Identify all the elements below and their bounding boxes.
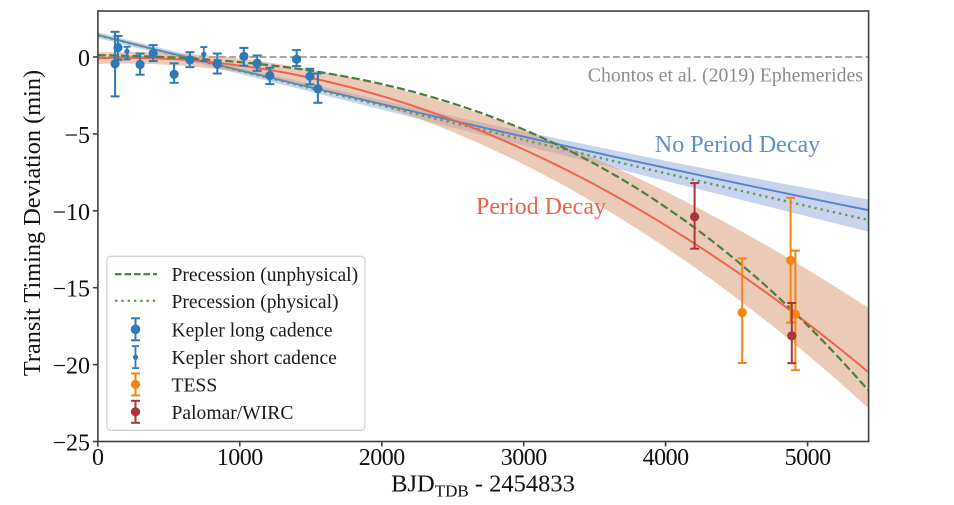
svg-text:−10: −10 (52, 200, 90, 226)
svg-text:4000: 4000 (643, 445, 690, 471)
svg-text:Palomar/WIRC: Palomar/WIRC (172, 403, 294, 424)
svg-text:Precession (physical): Precession (physical) (172, 292, 339, 313)
svg-text:2000: 2000 (359, 445, 406, 471)
svg-text:1000: 1000 (217, 445, 264, 471)
svg-text:−15: −15 (52, 277, 90, 303)
svg-text:Precession (unphysical): Precession (unphysical) (172, 265, 359, 286)
svg-text:5000: 5000 (785, 445, 832, 471)
svg-text:TESS: TESS (172, 375, 218, 396)
svg-text:3000: 3000 (501, 445, 548, 471)
svg-text:−20: −20 (52, 354, 90, 380)
svg-text:0: 0 (78, 46, 90, 72)
svg-text:0: 0 (92, 445, 104, 471)
svg-text:Transit Timing Deviation (min): Transit Timing Deviation (min) (19, 70, 46, 376)
svg-text:Chontos et al. (2019) Ephemeri: Chontos et al. (2019) Ephemerides (588, 65, 863, 87)
svg-text:−5: −5 (64, 123, 90, 149)
svg-text:No Period Decay: No Period Decay (655, 132, 820, 158)
svg-text:Kepler long cadence: Kepler long cadence (172, 320, 333, 341)
svg-text:BJDTDB - 2454833: BJDTDB - 2454833 (391, 471, 575, 501)
svg-text:Kepler short cadence: Kepler short cadence (172, 348, 338, 369)
svg-text:−25: −25 (52, 431, 90, 457)
svg-text:Period Decay: Period Decay (476, 194, 606, 220)
